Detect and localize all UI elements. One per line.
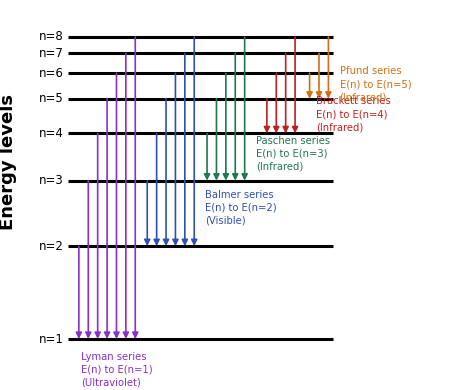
Text: n=7: n=7 bbox=[39, 47, 64, 60]
Text: n=5: n=5 bbox=[39, 92, 64, 105]
Text: Brackett series
E(n) to E(n=4)
(Infrared): Brackett series E(n) to E(n=4) (Infrared… bbox=[316, 96, 391, 132]
Text: n=4: n=4 bbox=[39, 127, 64, 140]
Text: Balmer series
E(n) to E(n=2)
(Visible): Balmer series E(n) to E(n=2) (Visible) bbox=[205, 190, 276, 226]
Text: n=8: n=8 bbox=[39, 30, 64, 43]
Text: Lyman series
E(n) to E(n=1)
(Ultraviolet): Lyman series E(n) to E(n=1) (Ultraviolet… bbox=[81, 352, 153, 388]
Text: Pfund series
E(n) to E(n=5)
(Infrared): Pfund series E(n) to E(n=5) (Infrared) bbox=[339, 66, 411, 102]
Text: Energy levels: Energy levels bbox=[0, 94, 18, 230]
Text: n=3: n=3 bbox=[39, 174, 64, 187]
Text: n=6: n=6 bbox=[39, 67, 64, 80]
Text: n=1: n=1 bbox=[39, 333, 64, 346]
Text: Paschen series
E(n) to E(n=3)
(Infrared): Paschen series E(n) to E(n=3) (Infrared) bbox=[256, 136, 330, 171]
Text: n=2: n=2 bbox=[39, 240, 64, 253]
